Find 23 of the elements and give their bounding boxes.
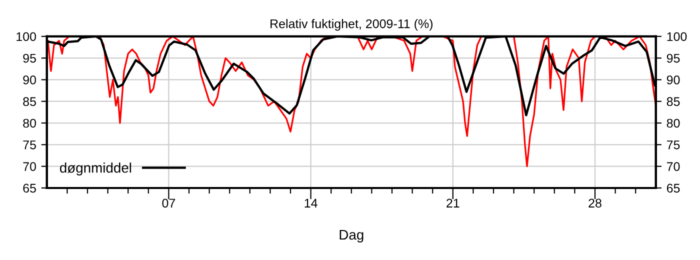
y2-tick-label: 65 bbox=[666, 184, 680, 193]
y-tick-label: 65 bbox=[23, 184, 36, 193]
x-tick-label: 14 bbox=[304, 198, 318, 208]
y-tick-label: 70 bbox=[23, 162, 36, 171]
y-tick-label: 90 bbox=[23, 76, 36, 84]
x-tick-label: 07 bbox=[162, 198, 176, 208]
y-tick-label: 85 bbox=[23, 97, 36, 106]
chart-title: Relativ fuktighet, 2009-11 (%) bbox=[270, 19, 432, 31]
x-tick-label: 21 bbox=[446, 198, 460, 208]
x-axis-title: Dag bbox=[340, 230, 364, 242]
y-tick-label: 100 bbox=[16, 32, 36, 42]
y2-tick-label: 70 bbox=[666, 162, 680, 171]
y2-tick-label: 90 bbox=[666, 76, 680, 84]
y-tick-label: 80 bbox=[23, 118, 36, 128]
y2-tick-label: 85 bbox=[666, 97, 680, 106]
y-tick-label: 75 bbox=[23, 140, 36, 150]
y-tick-label: 95 bbox=[23, 54, 36, 63]
y2-tick-label: 95 bbox=[666, 54, 680, 63]
y2-tick-label: 75 bbox=[666, 140, 680, 150]
x-tick-label: 28 bbox=[588, 198, 602, 208]
legend-label: døgnmiddel bbox=[60, 162, 132, 176]
y2-tick-label: 80 bbox=[666, 118, 680, 128]
y2-tick-label: 100 bbox=[667, 32, 687, 42]
